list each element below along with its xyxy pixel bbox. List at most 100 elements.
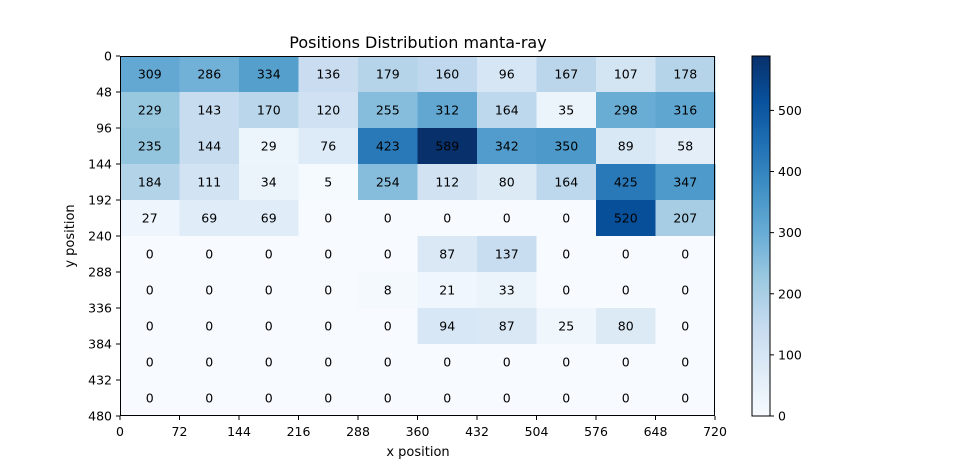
x-tick-label: 648 bbox=[644, 424, 668, 439]
colorbar-tick-label: 200 bbox=[778, 286, 802, 301]
cell-value-label: 0 bbox=[681, 391, 689, 406]
heatmap-cell bbox=[655, 56, 716, 93]
heatmap-cell bbox=[536, 308, 597, 345]
heatmap-cell bbox=[417, 92, 478, 129]
cell-value-label: 0 bbox=[265, 391, 273, 406]
x-tick-label: 432 bbox=[465, 424, 489, 439]
cell-value-label: 423 bbox=[376, 139, 400, 154]
heatmap-cell bbox=[239, 344, 299, 381]
heatmap-cell bbox=[536, 380, 597, 417]
cell-value-label: 0 bbox=[324, 355, 332, 370]
heatmap-cell bbox=[120, 200, 180, 237]
heatmap-cell bbox=[655, 308, 716, 345]
cell-value-label: 0 bbox=[384, 211, 392, 226]
heatmap-cell bbox=[536, 236, 597, 273]
colorbar-tick-label: 0 bbox=[778, 409, 786, 424]
cell-value-label: 25 bbox=[558, 319, 574, 334]
cell-value-label: 0 bbox=[324, 247, 332, 262]
cell-value-label: 0 bbox=[681, 355, 689, 370]
cell-value-label: 21 bbox=[439, 283, 455, 298]
heatmap-cell bbox=[536, 92, 597, 129]
heatmap-cell bbox=[477, 344, 537, 381]
heatmap-cell bbox=[596, 200, 656, 237]
cell-value-label: 334 bbox=[257, 67, 281, 82]
cell-value-label: 0 bbox=[622, 355, 630, 370]
cell-value-label: 0 bbox=[503, 391, 511, 406]
heatmap-cell bbox=[120, 344, 180, 381]
cell-value-label: 136 bbox=[316, 67, 340, 82]
heatmap-cell bbox=[477, 308, 537, 345]
heatmap-cell bbox=[655, 128, 716, 165]
heatmap-cell bbox=[179, 128, 240, 165]
cell-value-label: 316 bbox=[673, 103, 697, 118]
colorbar-ticks: 0 100 200 300 400 500 bbox=[770, 103, 802, 424]
cell-value-label: 0 bbox=[503, 211, 511, 226]
heatmap-cell bbox=[596, 272, 656, 309]
x-tick-label: 504 bbox=[525, 424, 549, 439]
heatmap-cell bbox=[298, 344, 359, 381]
heatmap-cell bbox=[120, 128, 180, 165]
y-tick-label: 0 bbox=[104, 49, 112, 64]
cell-value-label: 350 bbox=[554, 139, 578, 154]
y-tick-label: 384 bbox=[88, 337, 112, 352]
heatmap-cell bbox=[358, 128, 418, 165]
heatmap-cell bbox=[298, 164, 359, 201]
x-tick-label: 360 bbox=[406, 424, 430, 439]
heatmap-cell bbox=[477, 200, 537, 237]
y-tick-label: 288 bbox=[88, 265, 112, 280]
heatmap-cell bbox=[298, 128, 359, 165]
cell-value-label: 160 bbox=[435, 67, 459, 82]
heatmap-cell bbox=[298, 308, 359, 345]
heatmap-cell bbox=[596, 56, 656, 93]
cell-value-label: 0 bbox=[384, 355, 392, 370]
heatmap-cell bbox=[477, 128, 537, 165]
cell-value-label: 69 bbox=[261, 211, 277, 226]
cell-value-label: 0 bbox=[146, 319, 154, 334]
cell-value-label: 0 bbox=[562, 283, 570, 298]
cell-value-label: 0 bbox=[205, 283, 213, 298]
cell-value-label: 0 bbox=[324, 391, 332, 406]
x-tick-label: 144 bbox=[227, 424, 251, 439]
cell-value-label: 89 bbox=[618, 139, 634, 154]
heatmap-cell bbox=[417, 56, 478, 93]
heatmap-cell bbox=[120, 164, 180, 201]
cell-value-label: 107 bbox=[614, 67, 638, 82]
heatmap-cell bbox=[298, 92, 359, 129]
plot-frame bbox=[120, 56, 715, 416]
x-tick-label: 72 bbox=[172, 424, 188, 439]
cell-value-label: 178 bbox=[673, 67, 697, 82]
cell-value-label: 229 bbox=[138, 103, 162, 118]
x-tick-label: 216 bbox=[287, 424, 311, 439]
heatmap-cell bbox=[477, 92, 537, 129]
heatmap-cell bbox=[179, 164, 240, 201]
heatmap-cell bbox=[417, 236, 478, 273]
cell-value-label: 164 bbox=[554, 175, 578, 190]
cell-value-label: 0 bbox=[146, 355, 154, 370]
cell-value-label: 0 bbox=[681, 283, 689, 298]
y-tick-label: 336 bbox=[88, 301, 112, 316]
heatmap-cell bbox=[239, 200, 299, 237]
cell-value-label: 347 bbox=[673, 175, 697, 190]
cell-value-label: 0 bbox=[146, 283, 154, 298]
heatmap-cell bbox=[536, 272, 597, 309]
colorbar-tick-label: 400 bbox=[778, 164, 802, 179]
cell-value-label: 0 bbox=[384, 247, 392, 262]
cell-value-label: 0 bbox=[265, 355, 273, 370]
heatmap-cell bbox=[596, 164, 656, 201]
heatmap-cell bbox=[477, 56, 537, 93]
cell-value-label: 137 bbox=[495, 247, 519, 262]
heatmap-cell bbox=[596, 92, 656, 129]
heatmap-cell bbox=[536, 128, 597, 165]
y-tick-label: 192 bbox=[88, 193, 112, 208]
cell-value-label: 80 bbox=[499, 175, 515, 190]
heatmap-cell bbox=[358, 92, 418, 129]
cell-value-label: 0 bbox=[205, 319, 213, 334]
heatmap-cell bbox=[239, 128, 299, 165]
heatmap-cell bbox=[477, 164, 537, 201]
heatmap-cell bbox=[655, 164, 716, 201]
colorbar-tick-label: 100 bbox=[778, 347, 802, 362]
cell-value-label: 254 bbox=[376, 175, 400, 190]
cell-value-label: 0 bbox=[324, 283, 332, 298]
heatmap-cell bbox=[655, 344, 716, 381]
